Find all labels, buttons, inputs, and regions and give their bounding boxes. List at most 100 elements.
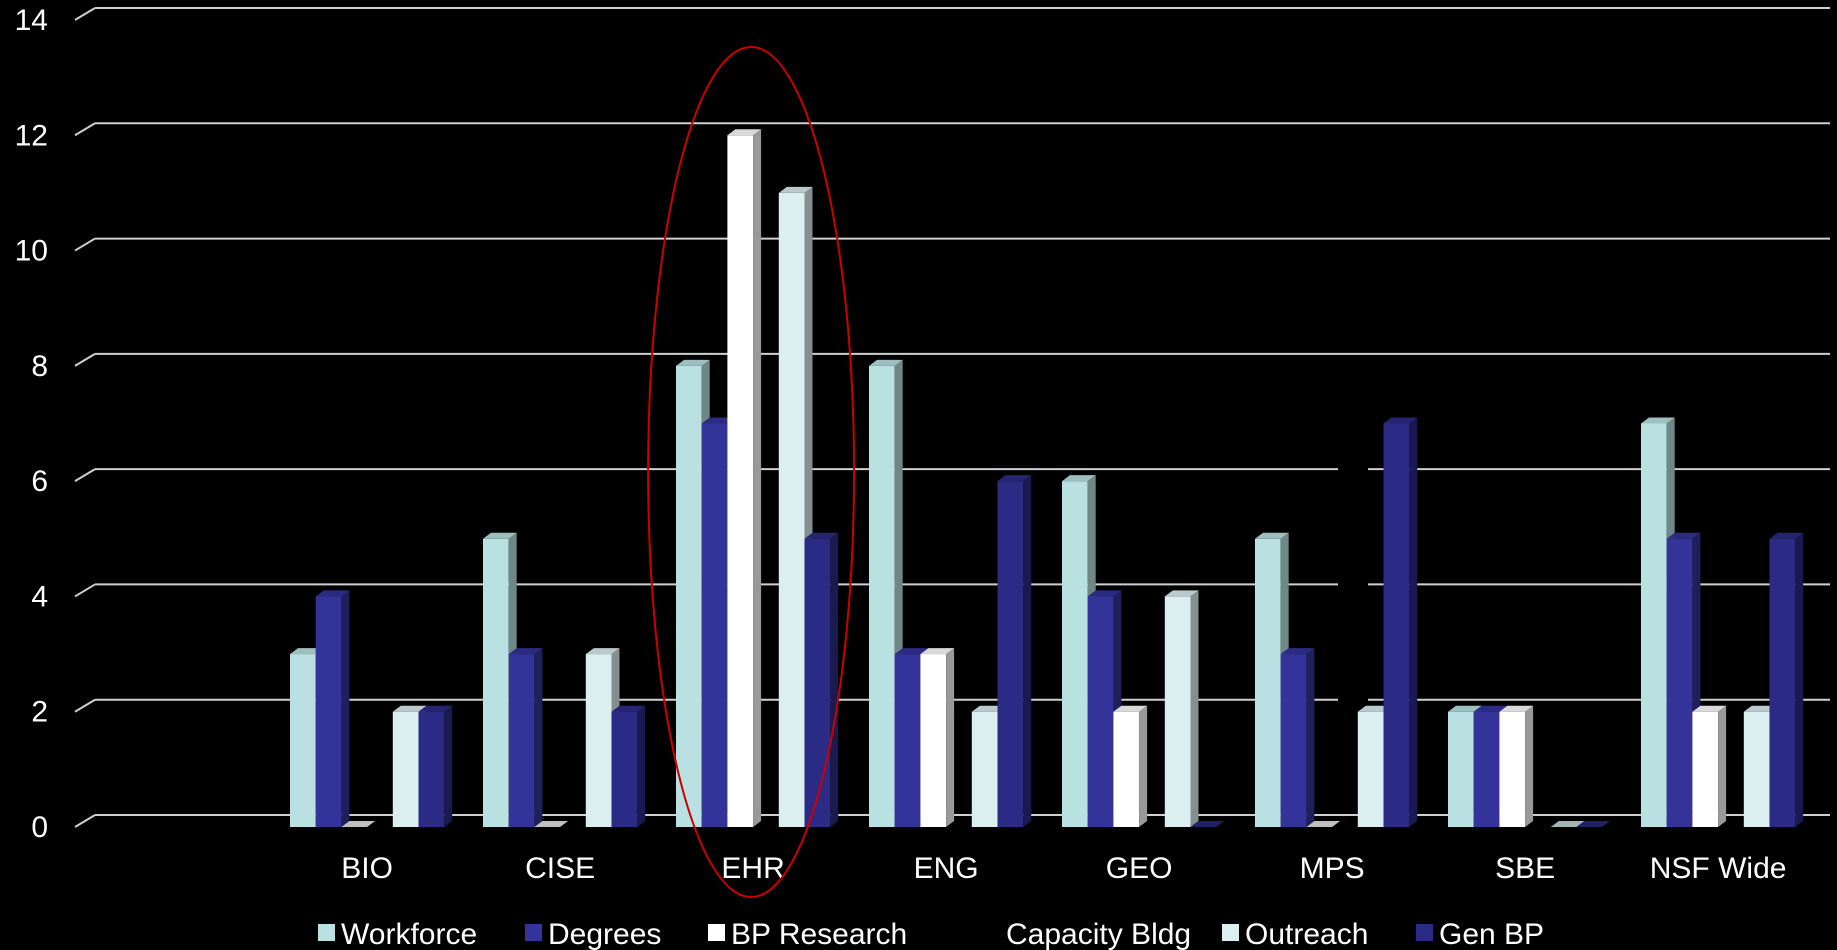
legend-item: Outreach [1222, 918, 1368, 950]
legend-label: Outreach [1245, 918, 1368, 950]
bar-side [1306, 648, 1315, 827]
bar-top [315, 590, 350, 597]
gridline-corner [74, 698, 96, 713]
category-label: CISE [525, 852, 595, 885]
bar-top [611, 705, 646, 712]
bar-face [869, 365, 895, 827]
bar-face [727, 135, 754, 828]
bar-side [753, 129, 762, 828]
bar [1306, 821, 1341, 827]
bar-face [315, 596, 342, 827]
legend-item: Degrees [525, 918, 661, 950]
legend-label: Capacity Bldg [1006, 918, 1191, 950]
bar-face [1280, 654, 1307, 827]
bar-side [1795, 532, 1804, 827]
annotations [647, 46, 856, 898]
bar-top [1473, 705, 1508, 712]
bar [611, 705, 646, 827]
highlight-ellipse [647, 46, 856, 898]
bar-face [483, 538, 509, 827]
gridline-corner [74, 814, 96, 828]
bar-top [508, 648, 543, 655]
bar [1550, 821, 1585, 827]
bar-top [483, 532, 517, 539]
bar-top [290, 648, 324, 655]
bar [315, 590, 350, 827]
bar-face [1473, 711, 1500, 827]
bar-face [676, 365, 702, 827]
bar [1113, 705, 1148, 827]
bar-face [1255, 538, 1281, 827]
bar-top [1164, 590, 1199, 597]
bar-side [830, 532, 839, 827]
bar-face [508, 654, 535, 827]
bar-top [1550, 821, 1585, 827]
bar-top [1666, 532, 1701, 539]
bar-side [1139, 705, 1148, 827]
bar-top [1383, 417, 1418, 424]
y-axis-ticks: 0 2 4 6 8 10 12 14 [15, 4, 48, 844]
bar [869, 359, 903, 827]
category-label: NSF Wide [1650, 852, 1787, 885]
bar-top [1062, 475, 1096, 482]
bar-face [1087, 596, 1114, 827]
bar-top [585, 648, 620, 655]
bar-face [778, 192, 805, 827]
y-tick-label: 4 [31, 580, 48, 613]
category-label: GEO [1106, 852, 1173, 885]
bar-side [946, 648, 955, 827]
bar-face [1164, 596, 1191, 827]
bar-face [1641, 423, 1667, 827]
bar-top [1641, 417, 1675, 424]
bar-top [1448, 705, 1482, 712]
legend-label: Degrees [548, 918, 661, 950]
gridline-corner [74, 122, 96, 137]
bar-side [534, 648, 543, 827]
bar-face [894, 654, 921, 827]
bar-side [1190, 590, 1199, 827]
bar-top [341, 821, 376, 827]
bar-side [1023, 475, 1032, 827]
bar-top [1743, 705, 1778, 712]
gridline-corner [74, 7, 96, 21]
bar-face [1743, 711, 1770, 827]
bar [1280, 648, 1315, 827]
bar-top [1692, 705, 1727, 712]
legend-item: Gen BP [1416, 918, 1544, 950]
bar-top [534, 821, 569, 827]
bar-top [418, 705, 453, 712]
bar [727, 129, 762, 828]
bar-side [341, 590, 350, 827]
y-tick-label: 6 [31, 465, 48, 498]
x-axis-categories: BIO CISE EHR ENG GEO MPS SBE NSF Wide [341, 852, 1786, 885]
bar [1692, 705, 1727, 827]
category-label: MPS [1300, 852, 1365, 885]
bar [804, 532, 839, 827]
bar-top [1357, 705, 1392, 712]
bar-top [1190, 821, 1225, 827]
bar-top [869, 359, 903, 366]
bar [1190, 821, 1225, 827]
legend-swatch [983, 924, 1000, 941]
bar [997, 475, 1032, 827]
bar-top [1255, 532, 1289, 539]
bar-face [804, 538, 831, 827]
gridline-corner [74, 583, 96, 598]
category-label: ENG [914, 852, 979, 885]
bar-face [1357, 711, 1384, 827]
gridline-corner [74, 237, 96, 252]
bar [418, 705, 453, 827]
legend-swatch [318, 924, 335, 941]
category-label: EHR [721, 852, 784, 885]
bar-top [920, 648, 955, 655]
bar-face [1448, 711, 1474, 827]
bar-face [611, 711, 638, 827]
bar [920, 648, 955, 827]
bar [508, 648, 543, 827]
bar-top [1499, 705, 1534, 712]
y-tick-label: 10 [15, 235, 48, 268]
bar-face [290, 654, 316, 827]
bar [1769, 532, 1804, 827]
bar-side [1525, 705, 1534, 827]
bar [1164, 590, 1199, 827]
